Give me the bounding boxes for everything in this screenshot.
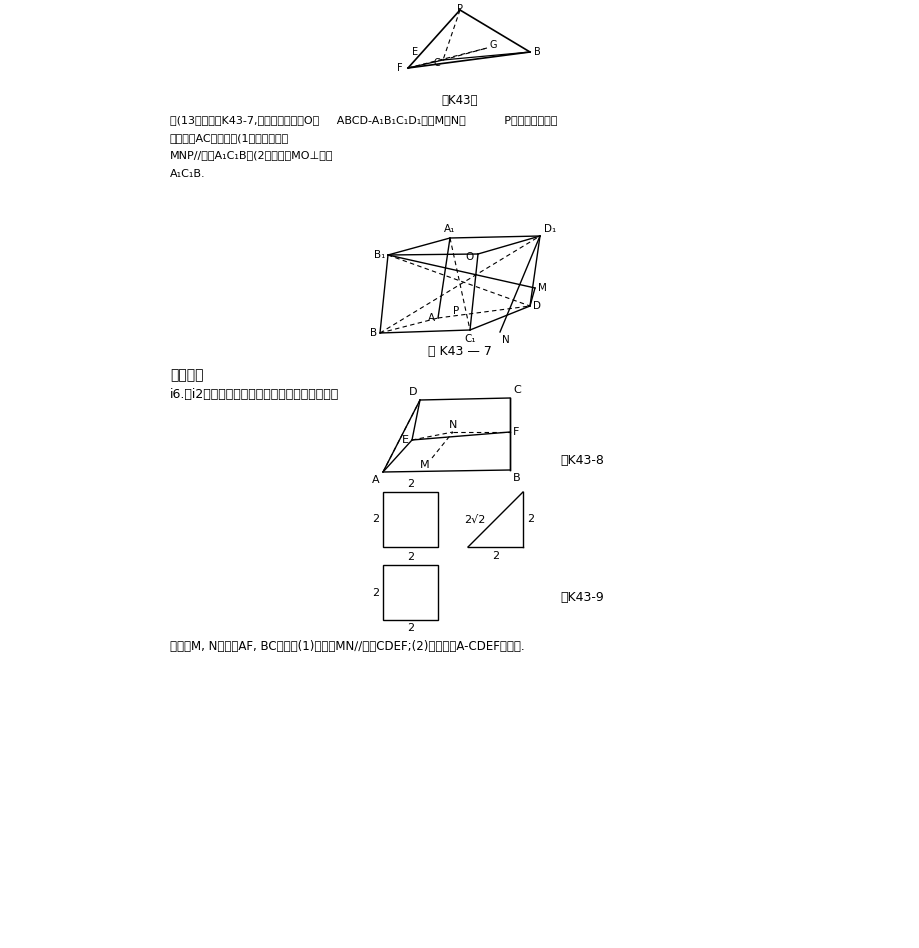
Text: D₁: D₁ — [543, 224, 556, 234]
Text: B: B — [513, 473, 520, 483]
Text: F: F — [513, 427, 519, 437]
Text: 图 K43 — 7: 图 K43 — 7 — [427, 345, 492, 358]
Bar — [382, 565, 437, 620]
Text: A₁: A₁ — [444, 224, 455, 234]
Text: A: A — [427, 313, 435, 323]
Text: A₁C₁B.: A₁C₁B. — [170, 169, 206, 179]
Text: N: N — [448, 420, 457, 430]
Text: 2: 2 — [371, 588, 379, 597]
Text: 2: 2 — [406, 552, 414, 562]
Text: M: M — [538, 283, 546, 293]
Text: 2√2: 2√2 — [463, 515, 485, 524]
Text: C: C — [433, 58, 439, 68]
Text: F: F — [397, 63, 403, 73]
Text: D: D — [532, 301, 540, 311]
Text: D: D — [408, 387, 416, 397]
Text: B: B — [369, 328, 377, 338]
Text: C: C — [513, 385, 520, 395]
Text: 2: 2 — [527, 515, 534, 524]
Text: MNP∕∕平面A₁C₁B；(2）求证：MO⊥平面: MNP∕∕平面A₁C₁B；(2）求证：MO⊥平面 — [170, 151, 334, 161]
Text: 2: 2 — [492, 551, 498, 561]
Text: 2: 2 — [371, 515, 379, 524]
Text: 2: 2 — [406, 479, 414, 489]
Text: B: B — [533, 47, 540, 57]
Text: 面对浦线AC的中点．(1）求证：平面: 面对浦线AC的中点．(1）求证：平面 — [170, 133, 289, 143]
Text: E: E — [402, 435, 409, 445]
Text: C₁: C₁ — [464, 334, 475, 344]
Text: （其中M, N分别是AF, BC中点）(1)求证：MN∕∕平面CDEF;(2)求多面体A-CDEF的体积.: （其中M, N分别是AF, BC中点）(1)求证：MN∕∕平面CDEF;(2)求… — [170, 640, 524, 653]
Text: 2: 2 — [406, 623, 414, 633]
Text: ．(13分）如图K43-7,在正方体中点，O品     ABCD-A₁B₁C₁D₁中，M、N、           P分别为所在边的: ．(13分）如图K43-7,在正方体中点，O品 ABCD-A₁B₁C₁D₁中，M… — [170, 115, 557, 125]
Text: P: P — [457, 4, 462, 14]
Text: A: A — [372, 475, 380, 485]
Text: B₁: B₁ — [373, 250, 384, 260]
Text: 图K43翌: 图K43翌 — [441, 94, 478, 107]
Text: G: G — [490, 40, 497, 50]
Text: O: O — [464, 252, 472, 262]
Text: N: N — [502, 335, 509, 345]
Text: E: E — [412, 47, 417, 57]
Text: 图K43-8: 图K43-8 — [560, 453, 603, 466]
Bar — [382, 492, 437, 547]
Text: 难点突破: 难点突破 — [170, 368, 203, 382]
Text: M: M — [420, 460, 429, 470]
Text: P: P — [452, 306, 459, 316]
Text: 图K43-9: 图K43-9 — [560, 591, 603, 604]
Text: i6.（i2分）一个多面体的直观图和三视图如下：: i6.（i2分）一个多面体的直观图和三视图如下： — [170, 388, 339, 401]
